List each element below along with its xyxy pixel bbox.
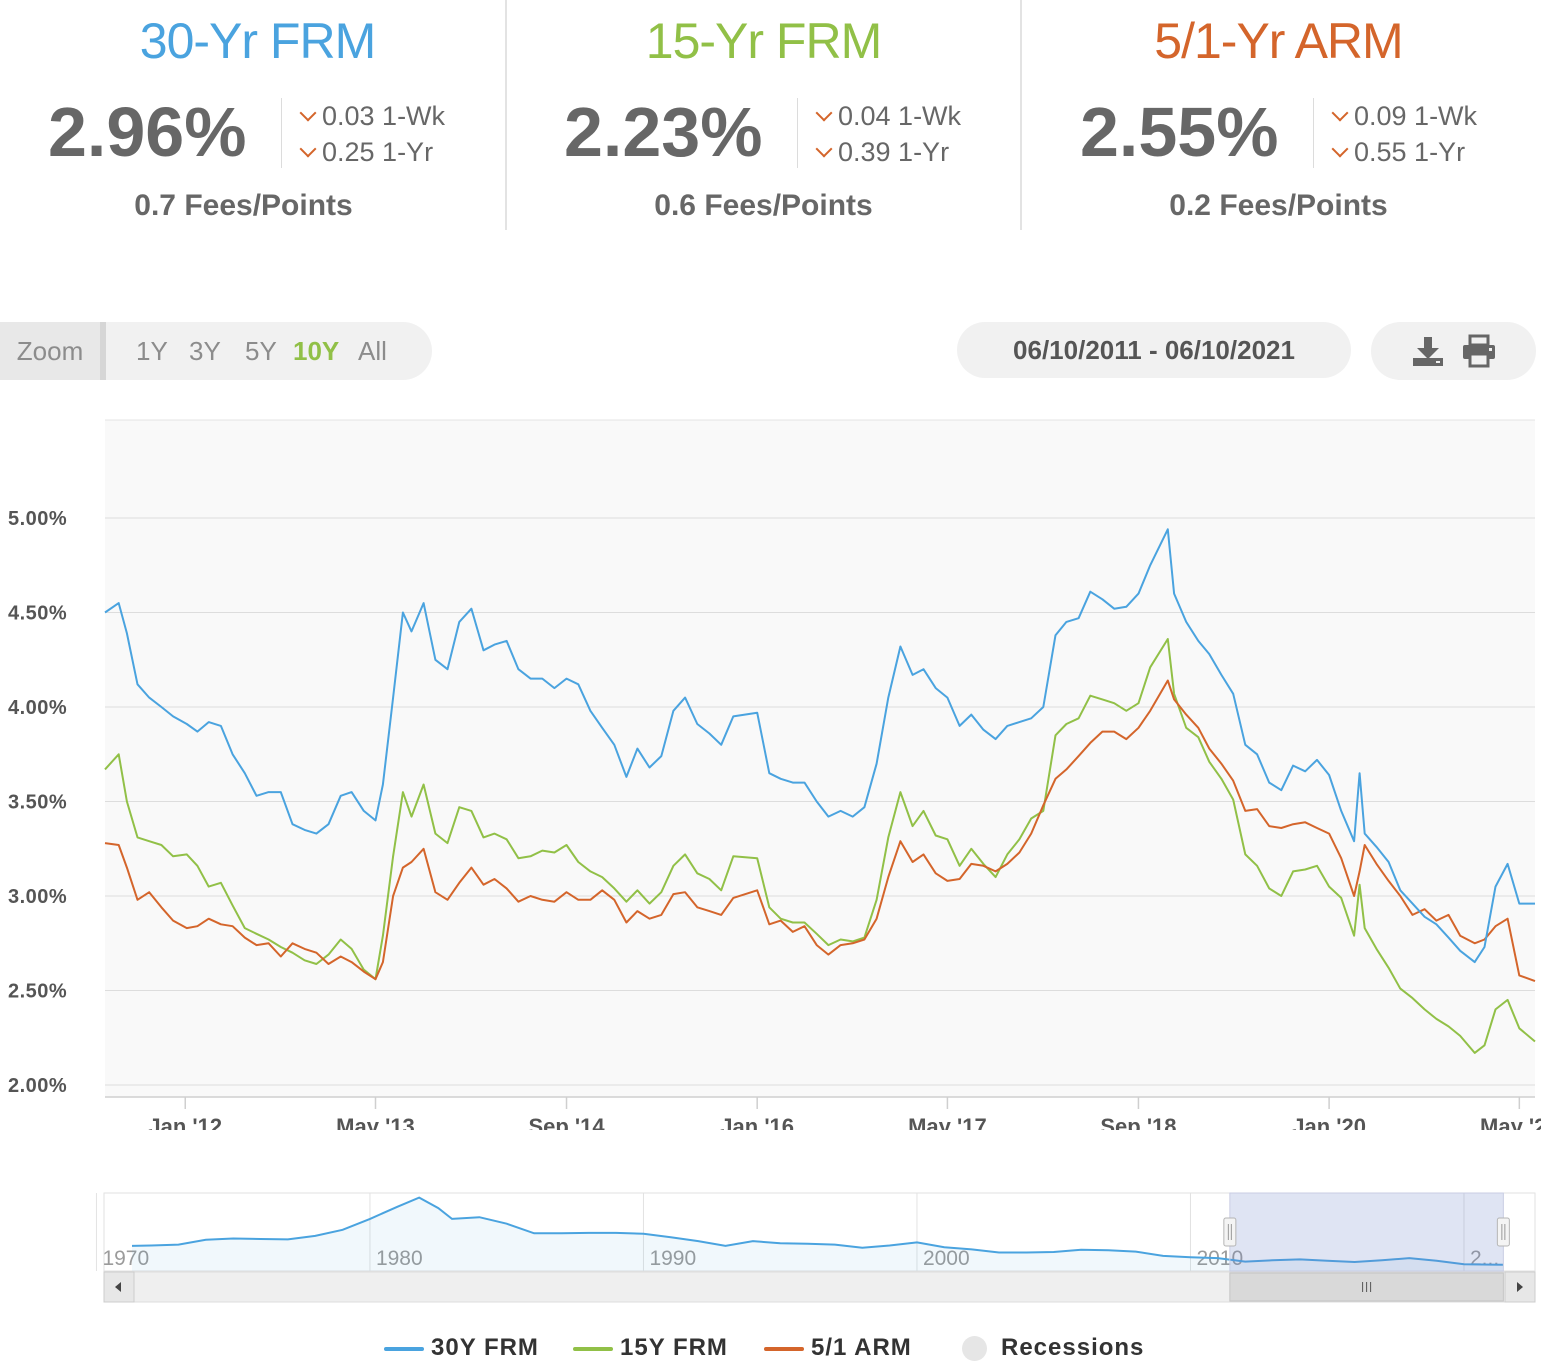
series-line-15y-frm [104, 638, 1536, 1054]
stat-change-week: 0.03 1-Wk [299, 101, 445, 132]
legend-label: 30Y FRM [431, 1334, 539, 1361]
stat-separator [281, 98, 282, 168]
x-tick-label: Jan '12 [148, 1114, 222, 1130]
y-tick-label: 3.00% [8, 886, 67, 908]
rate-history-chart[interactable]: 5.00% 4.50% 4.00% 3.50% 3.00% 2.50% 2.00% Jan '… [0, 400, 1541, 1130]
export-tools [1371, 322, 1536, 380]
legend-label: Recessions [1001, 1334, 1145, 1361]
navigator-tick-label: 2000 [923, 1247, 970, 1270]
x-tick-label: Sep '14 [528, 1114, 605, 1130]
x-tick-label: May '17 [908, 1114, 987, 1130]
zoom-5y-button[interactable]: 5Y [245, 336, 277, 366]
arrow-down-icon [815, 140, 833, 158]
stat-rate: 2.96% [48, 93, 247, 171]
x-tick-label: Jan '16 [720, 1114, 794, 1130]
stat-title: 15-Yr FRM [645, 13, 882, 69]
stat-rate: 2.55% [1080, 93, 1279, 171]
y-tick-label: 2.50% [8, 981, 67, 1003]
stat-change-year: 0.39 1-Yr [815, 137, 949, 168]
legend-label: 5/1 ARM [811, 1334, 912, 1361]
x-tick-label: May '13 [336, 1114, 415, 1130]
zoom-3y-button[interactable]: 3Y [189, 336, 221, 366]
range-navigator[interactable]: 197019801990200020102... [0, 1185, 1541, 1310]
navigator-tick-label: 1970 [102, 1247, 149, 1270]
stat-separator [1313, 98, 1314, 168]
y-tick-label: 5.00% [8, 508, 67, 530]
stat-fees: 0.7 Fees/Points [134, 189, 353, 222]
navigator-selection [1229, 1192, 1504, 1272]
legend-swatch [764, 1347, 804, 1351]
download-icon[interactable] [1411, 334, 1445, 368]
x-tick-label: Sep '18 [1100, 1114, 1176, 1130]
stat-change-year: 0.25 1-Yr [299, 137, 433, 168]
legend-label: 15Y FRM [620, 1334, 728, 1361]
navigator-handle [1223, 1217, 1237, 1247]
zoom-10y-button[interactable]: 10Y [293, 336, 340, 366]
y-tick-label: 2.00% [8, 1075, 67, 1097]
arrow-down-icon [815, 104, 833, 122]
stat-title: 30-Yr FRM [139, 13, 376, 69]
navigator-handle [1496, 1217, 1510, 1247]
arrow-down-icon [299, 140, 317, 158]
arrow-down-icon [1331, 104, 1349, 122]
print-icon[interactable] [1461, 334, 1497, 368]
y-tick-label: 4.50% [8, 603, 67, 625]
scroll-left-icon [115, 1282, 121, 1292]
navigator-series-line [131, 1196, 1504, 1266]
zoom-all-button[interactable]: All [358, 336, 387, 366]
navigator-tick-label: 1990 [649, 1247, 696, 1270]
legend-swatch [384, 1347, 424, 1351]
navigator-area [132, 1197, 1504, 1271]
stat-divider [1020, 0, 1022, 230]
stat-change-week: 0.04 1-Wk [815, 101, 961, 132]
stat-change-year: 0.55 1-Yr [1331, 137, 1465, 168]
series-line-5-1-arm [104, 679, 1536, 983]
series-line-30y-frm [104, 528, 1535, 964]
navigator-tick-label: 1980 [376, 1247, 423, 1270]
stat-arm: 5/1-Yr ARM 2.55% 0.09 1-Wk 0.55 1-Yr 0.2… [1021, 0, 1536, 230]
stat-fees: 0.6 Fees/Points [654, 189, 873, 222]
stat-title: 5/1-Yr ARM [1154, 13, 1403, 69]
zoom-control: Zoom 1Y 3Y 5Y 10Y All [0, 322, 432, 380]
stat-fees: 0.2 Fees/Points [1169, 189, 1388, 222]
legend-swatch [962, 1336, 987, 1361]
zoom-1y-button[interactable]: 1Y [136, 336, 168, 366]
stat-30yr: 30-Yr FRM 2.96% 0.03 1-Wk 0.25 1-Yr 0.7 … [0, 0, 515, 230]
stat-rate: 2.23% [564, 93, 763, 171]
stat-separator [797, 98, 798, 168]
x-tick-label: Jan '20 [1292, 1114, 1366, 1130]
date-range[interactable]: 06/10/2011 - 06/10/2021 [957, 322, 1351, 378]
stat-divider [505, 0, 507, 230]
plot-background [105, 420, 1535, 1097]
stat-15yr: 15-Yr FRM 2.23% 0.04 1-Wk 0.39 1-Yr 0.6 … [506, 0, 1021, 230]
arrow-down-icon [299, 104, 317, 122]
y-tick-label: 4.00% [8, 697, 67, 719]
legend-swatch [573, 1347, 613, 1351]
navigator-frame [103, 1192, 1536, 1272]
chart-legend: 30Y FRM 15Y FRM 5/1 ARM Recessions [0, 1330, 1541, 1366]
stat-change-week: 0.09 1-Wk [1331, 101, 1477, 132]
zoom-label: Zoom [0, 322, 106, 380]
scroll-right-icon [1517, 1282, 1523, 1292]
x-tick-label: May '21 [1480, 1114, 1541, 1130]
y-tick-label: 3.50% [8, 792, 67, 814]
arrow-down-icon [1331, 140, 1349, 158]
